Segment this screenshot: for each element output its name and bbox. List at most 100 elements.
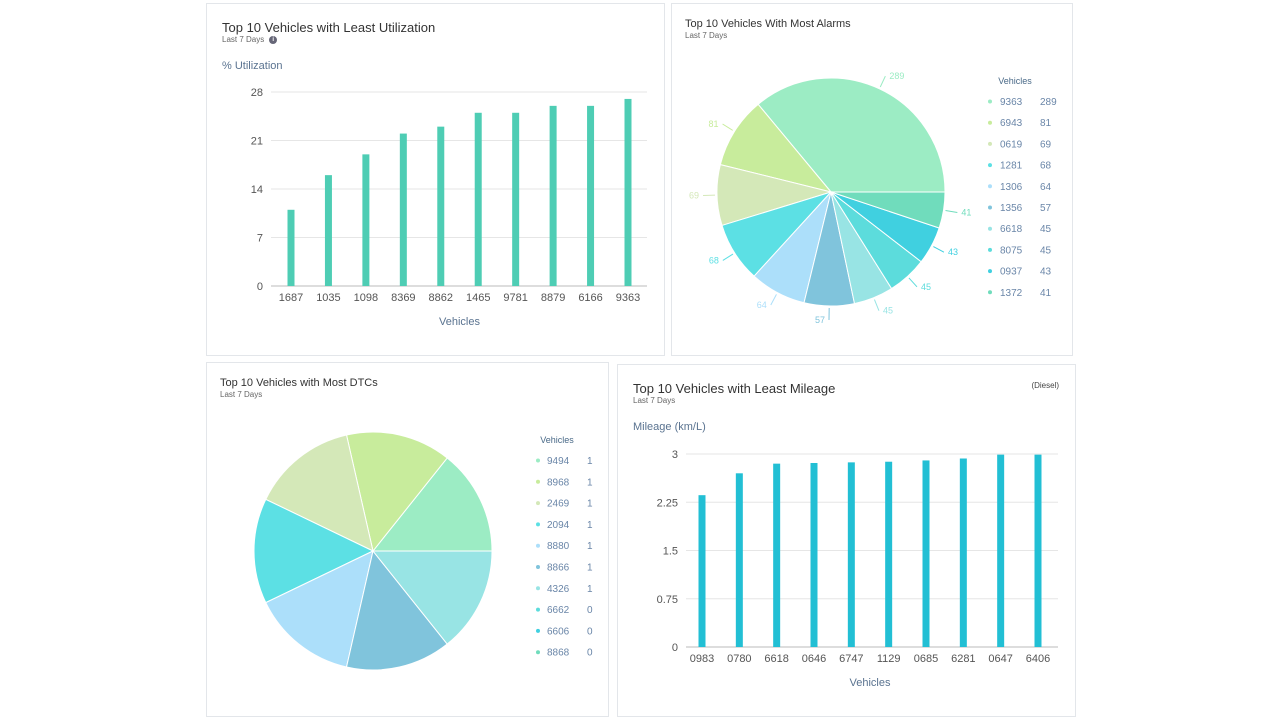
legend-value: 1 bbox=[587, 563, 593, 574]
alarms-title: Top 10 Vehicles With Most Alarms bbox=[685, 18, 851, 30]
bar[interactable] bbox=[287, 209, 295, 286]
bar[interactable] bbox=[324, 175, 332, 286]
slice-leader-line bbox=[933, 246, 945, 253]
bar[interactable] bbox=[549, 105, 557, 286]
legend-label[interactable]: 6618 bbox=[1000, 224, 1023, 235]
legend-label[interactable]: 0937 bbox=[1000, 267, 1023, 278]
pie-slice[interactable] bbox=[371, 550, 493, 645]
slice-leader-line bbox=[879, 75, 886, 88]
legend-marker bbox=[988, 99, 992, 104]
legend-marker bbox=[988, 184, 992, 189]
legend-marker bbox=[988, 141, 992, 146]
y-axis-title: Mileage (km/L) bbox=[633, 421, 706, 433]
legend-label[interactable]: 8968 bbox=[547, 477, 570, 488]
bar[interactable] bbox=[997, 454, 1005, 647]
y-tick-label: 28 bbox=[251, 87, 263, 99]
info-icon[interactable]: i bbox=[269, 35, 278, 44]
legend-marker bbox=[536, 479, 540, 484]
pie-slice[interactable] bbox=[265, 550, 374, 668]
bar[interactable] bbox=[474, 112, 482, 287]
y-tick-label: 3 bbox=[672, 449, 678, 461]
pie-slice[interactable] bbox=[345, 549, 448, 671]
legend-marker bbox=[536, 607, 540, 612]
pie-slice[interactable] bbox=[265, 434, 374, 552]
slice-value-label: 68 bbox=[709, 255, 719, 265]
x-tick-label: 1465 bbox=[466, 292, 490, 304]
bar[interactable] bbox=[624, 98, 632, 286]
x-tick-label: 8369 bbox=[391, 292, 415, 304]
slice-value-label: 81 bbox=[709, 119, 719, 129]
legend-marker bbox=[536, 501, 540, 506]
legend-label[interactable]: 6606 bbox=[547, 626, 570, 637]
mileage-panel: Top 10 Vehicles with Least Mileage Last … bbox=[617, 364, 1076, 717]
legend-label[interactable]: 8075 bbox=[1000, 245, 1023, 256]
bar[interactable] bbox=[512, 112, 520, 287]
x-tick-label: 1035 bbox=[316, 292, 340, 304]
bar[interactable] bbox=[810, 463, 818, 647]
legend-label[interactable]: 6943 bbox=[1000, 118, 1023, 129]
utilization-subtitle-text: Last 7 Days bbox=[222, 35, 265, 44]
legend-marker bbox=[536, 458, 540, 463]
y-tick-label: 1.5 bbox=[663, 546, 678, 558]
pie-slice[interactable] bbox=[719, 103, 833, 193]
bar[interactable] bbox=[847, 462, 855, 647]
mileage-chart: Mileage (km/L) 0 0.75 1.5 2.25 3 0983 0780 6618 0… bbox=[633, 421, 1058, 689]
alarms-panel: Top 10 Vehicles With Most Alarms Last 7 … bbox=[671, 3, 1073, 356]
dtcs-title: Top 10 Vehicles with Most DTCs bbox=[220, 377, 378, 389]
legend-value: 45 bbox=[1040, 224, 1052, 235]
legend-marker bbox=[536, 650, 540, 655]
legend-label[interactable]: 4326 bbox=[547, 584, 570, 595]
pie-slice[interactable] bbox=[371, 457, 493, 552]
legend-marker bbox=[536, 543, 540, 548]
legend-label[interactable]: 1306 bbox=[1000, 182, 1023, 193]
legend-label[interactable]: 8868 bbox=[547, 648, 570, 659]
legend-title: Vehicles bbox=[998, 76, 1032, 86]
x-tick-label: 6166 bbox=[578, 292, 602, 304]
y-tick-label: 14 bbox=[251, 184, 263, 196]
slice-value-label: 41 bbox=[961, 207, 971, 217]
legend-value: 1 bbox=[587, 584, 593, 595]
legend-marker bbox=[988, 247, 992, 252]
legend-label[interactable]: 1281 bbox=[1000, 161, 1023, 172]
bar[interactable] bbox=[1034, 454, 1042, 647]
legend-label[interactable]: 1372 bbox=[1000, 288, 1023, 299]
bar[interactable] bbox=[922, 460, 930, 647]
bar[interactable] bbox=[399, 133, 407, 286]
bar[interactable] bbox=[735, 473, 743, 647]
slice-leader-line bbox=[908, 277, 918, 288]
legend-label[interactable]: 9494 bbox=[547, 456, 570, 467]
pie-slice[interactable] bbox=[253, 498, 375, 604]
bar[interactable] bbox=[959, 458, 967, 647]
bar[interactable] bbox=[437, 126, 445, 287]
pie-slice[interactable] bbox=[830, 191, 946, 229]
y-tick-label: 0 bbox=[672, 642, 678, 654]
x-tick-label: 0685 bbox=[914, 653, 938, 665]
pie-slice[interactable] bbox=[345, 431, 448, 553]
legend-value: 0 bbox=[587, 648, 593, 659]
legend-label[interactable]: 0619 bbox=[1000, 139, 1023, 150]
x-tick-label: 0647 bbox=[988, 653, 1012, 665]
legend-value: 81 bbox=[1040, 118, 1052, 129]
pie-slice[interactable] bbox=[757, 77, 946, 193]
dtcs-panel: Top 10 Vehicles with Most DTCs Last 7 Da… bbox=[206, 362, 609, 717]
legend-label[interactable]: 6662 bbox=[547, 605, 570, 616]
bar[interactable] bbox=[773, 463, 781, 647]
legend-label[interactable]: 2094 bbox=[547, 520, 570, 531]
x-tick-label: 9363 bbox=[616, 292, 640, 304]
x-tick-label: 6747 bbox=[839, 653, 863, 665]
legend-label[interactable]: 8866 bbox=[547, 563, 570, 574]
legend-label[interactable]: 8880 bbox=[547, 541, 570, 552]
slice-leader-line bbox=[873, 299, 880, 311]
legend-label[interactable]: 2469 bbox=[547, 499, 570, 510]
legend-value: 43 bbox=[1040, 267, 1052, 278]
x-tick-label: 1129 bbox=[877, 653, 901, 665]
bar[interactable] bbox=[698, 495, 706, 647]
slice-value-label: 43 bbox=[948, 247, 958, 257]
legend-label[interactable]: 1356 bbox=[1000, 203, 1023, 214]
bar[interactable] bbox=[587, 105, 595, 286]
bar[interactable] bbox=[885, 461, 893, 647]
bar[interactable] bbox=[362, 154, 370, 286]
legend-value: 57 bbox=[1040, 203, 1052, 214]
legend-value: 1 bbox=[587, 541, 593, 552]
legend-label[interactable]: 9363 bbox=[1000, 97, 1023, 108]
